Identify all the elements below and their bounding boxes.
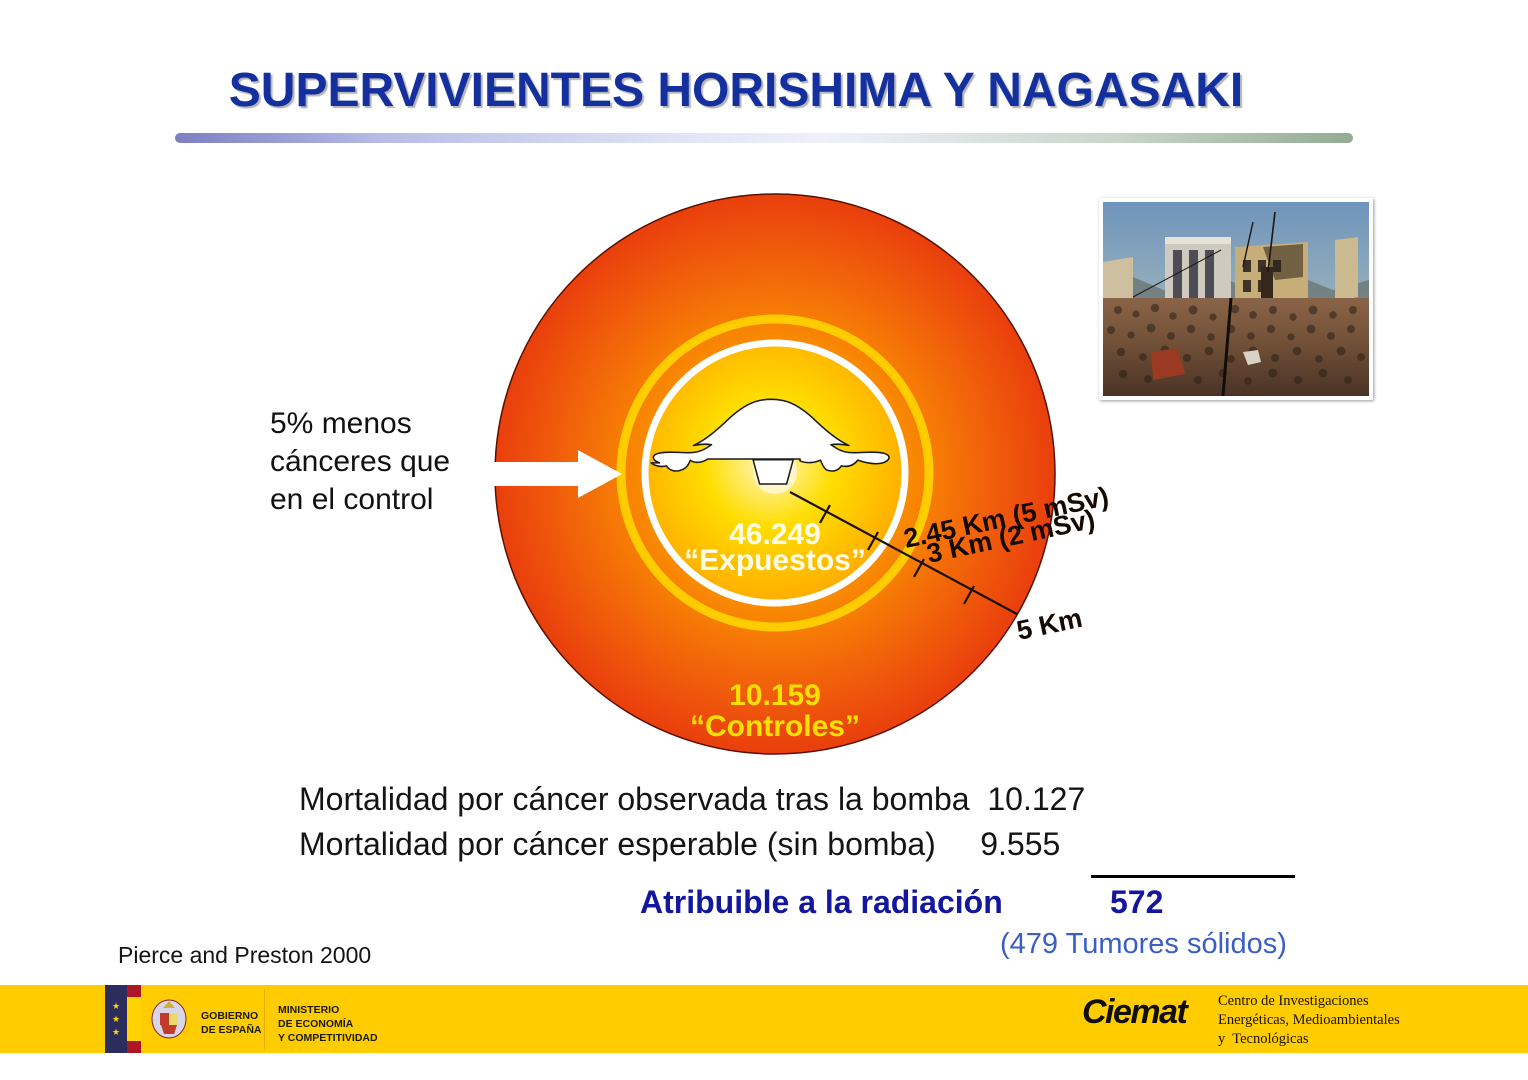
svg-text:★: ★ — [112, 1014, 120, 1024]
svg-text:5 Km: 5 Km — [1014, 603, 1085, 646]
svg-text:★: ★ — [112, 1001, 120, 1011]
svg-text:“Expuestos”: “Expuestos” — [684, 544, 866, 577]
svg-text:10.159: 10.159 — [729, 679, 821, 712]
svg-text:“Controles”: “Controles” — [690, 710, 860, 743]
svg-text:★: ★ — [112, 1027, 120, 1037]
